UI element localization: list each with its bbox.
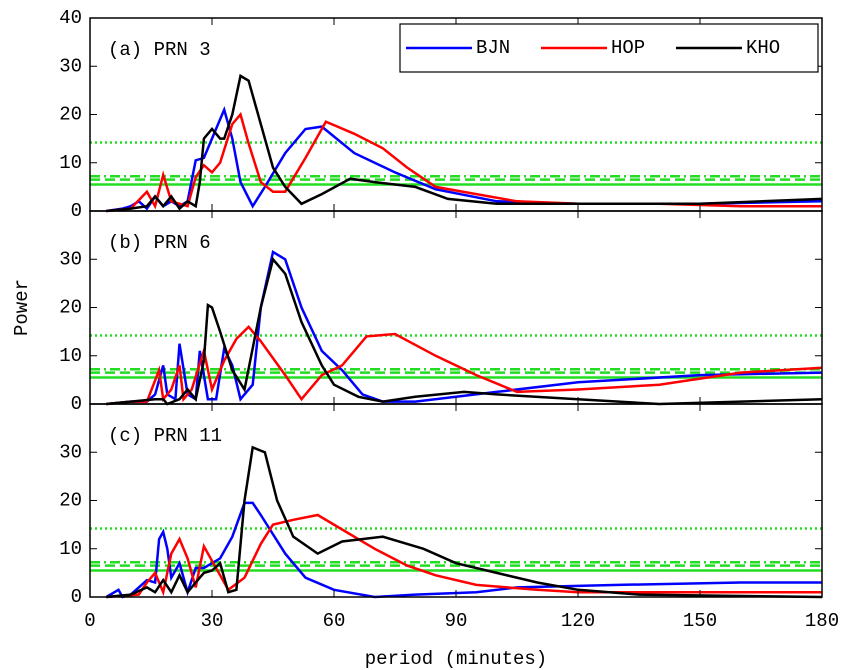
x-tick-label: 180 [805,610,839,632]
y-tick-label: 10 [59,345,82,367]
legend-label: BJN [476,37,510,59]
y-tick-label: 20 [59,297,82,319]
series-line [106,105,823,213]
y-tick-label: 20 [59,490,82,512]
y-tick-label: 10 [59,538,82,560]
y-tick-label: 10 [59,152,82,174]
panel-label: (b) PRN 6 [108,232,211,254]
y-tick-label: 0 [71,200,82,222]
y-tick-label: 20 [59,104,82,126]
y-tick-label: 30 [59,441,82,463]
x-axis-label: period (minutes) [365,648,547,670]
y-tick-label: 30 [59,55,82,77]
panel-label: (a) PRN 3 [108,39,211,61]
series-line [106,445,823,599]
x-tick-label: 90 [445,610,468,632]
x-tick-label: 60 [323,610,346,632]
x-tick-label: 150 [683,610,717,632]
y-tick-label: 0 [71,393,82,415]
series-line [106,250,823,406]
x-tick-label: 30 [201,610,224,632]
x-tick-label: 120 [561,610,595,632]
y-tick-label: 40 [59,7,82,29]
legend-label: HOP [611,37,645,59]
panel-label: (c) PRN 11 [108,425,222,447]
legend-label: KHO [746,37,780,59]
series-line [106,73,823,213]
series-line [106,256,823,406]
series-line [106,513,822,599]
y-tick-label: 30 [59,248,82,270]
series-line [106,111,822,213]
x-tick-label: 0 [84,610,95,632]
y-tick-label: 0 [71,586,82,608]
y-axis-label: Power [11,279,33,336]
